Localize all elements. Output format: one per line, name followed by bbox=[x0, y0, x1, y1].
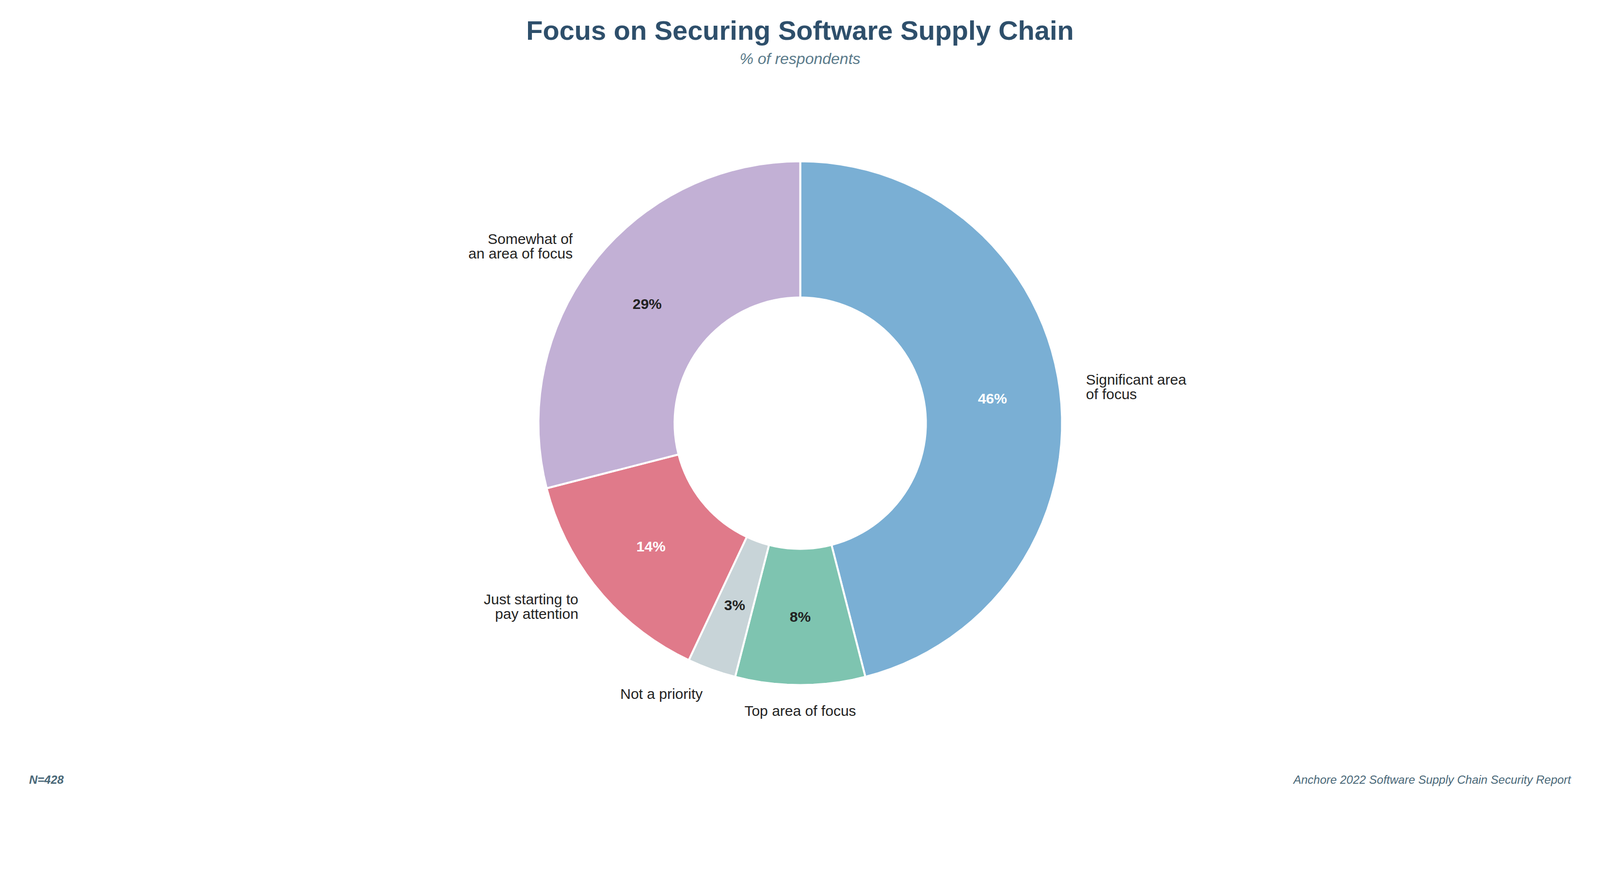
svg-text:8%: 8% bbox=[789, 608, 811, 625]
html-text:Anchore 2022 Software Supply C: Anchore 2022 Software Supply Chain Secur… bbox=[1293, 772, 1571, 786]
svg-text:14%: 14% bbox=[636, 538, 666, 555]
html-text:N=428: N=428 bbox=[29, 772, 64, 786]
svg-text:Somewhat ofan area of focus: Somewhat ofan area of focus bbox=[468, 230, 574, 262]
svg-text:Top area of focus: Top area of focus bbox=[744, 702, 856, 719]
html-text:Focus on Securing Software Sup: Focus on Securing Software Supply Chain bbox=[526, 15, 1074, 46]
svg-text:3%: 3% bbox=[723, 596, 745, 613]
svg-text:Significant areaof focus: Significant areaof focus bbox=[1086, 371, 1187, 402]
svg-text:46%: 46% bbox=[977, 390, 1008, 407]
svg-text:Not a priority: Not a priority bbox=[620, 685, 703, 702]
svg-text:29%: 29% bbox=[632, 295, 662, 312]
svg-text:Just starting topay attention: Just starting topay attention bbox=[483, 591, 579, 622]
html-text:% of respondents: % of respondents bbox=[739, 49, 861, 68]
